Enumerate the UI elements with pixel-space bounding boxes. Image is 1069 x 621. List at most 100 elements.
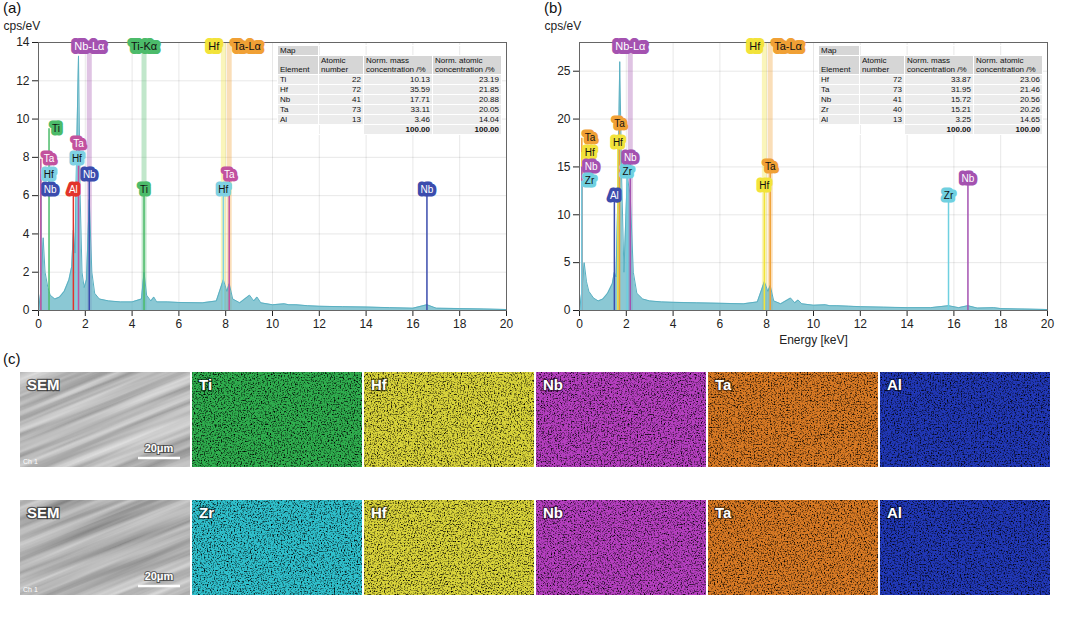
svg-text:Al: Al	[887, 376, 902, 393]
svg-text:6: 6	[717, 317, 724, 331]
svg-text:6: 6	[176, 317, 183, 331]
svg-text:15: 15	[557, 160, 571, 174]
svg-text:0: 0	[576, 317, 583, 331]
svg-text:18: 18	[453, 317, 467, 331]
svg-text:20: 20	[557, 112, 571, 126]
svg-text:20μm: 20μm	[145, 570, 174, 582]
html-text:22: 22	[352, 75, 361, 84]
svg-text:Ch 1: Ch 1	[23, 586, 38, 593]
svg-text:Al: Al	[887, 504, 902, 521]
svg-text:Ta: Ta	[614, 118, 625, 129]
svg-text:12: 12	[854, 317, 868, 331]
svg-text:Ta: Ta	[44, 153, 55, 164]
html-text:Norm. mass concentration /%: Norm. mass concentration /%	[366, 56, 426, 74]
svg-text:Nb: Nb	[83, 169, 96, 180]
svg-text:Nb: Nb	[44, 184, 57, 195]
svg-text:Nb-Lα: Nb-Lα	[615, 40, 646, 52]
svg-text:Nb-Lα: Nb-Lα	[74, 40, 105, 52]
svg-text:10: 10	[557, 208, 571, 222]
svg-text:Hf: Hf	[749, 40, 761, 52]
html-text:(b): (b)	[544, 0, 563, 16]
svg-text:14: 14	[900, 317, 914, 331]
svg-text:25: 25	[557, 64, 571, 78]
svg-text:10: 10	[807, 317, 821, 331]
html-text:Norm. atomic concentration /%: Norm. atomic concentration /%	[435, 56, 495, 74]
svg-text:6: 6	[23, 188, 30, 202]
svg-text:12: 12	[16, 74, 30, 88]
svg-text:cps/eV: cps/eV	[545, 19, 582, 33]
svg-text:Ta-Lα: Ta-Lα	[774, 40, 802, 52]
svg-text:Zr: Zr	[199, 504, 214, 521]
svg-text:Nb: Nb	[543, 504, 563, 521]
svg-text:12: 12	[313, 317, 327, 331]
svg-text:4: 4	[23, 227, 30, 241]
html-text:Norm. mass concentration /%: Norm. mass concentration /%	[907, 56, 967, 74]
svg-text:8: 8	[222, 317, 229, 331]
svg-text:5: 5	[564, 255, 571, 269]
svg-text:Al: Al	[610, 190, 619, 201]
html-text:Atomic number: Atomic number	[321, 56, 349, 74]
svg-text:Ti: Ti	[52, 123, 60, 134]
svg-text:18: 18	[994, 317, 1008, 331]
svg-text:20μm: 20μm	[145, 442, 174, 454]
html-text:Element: Element	[280, 65, 310, 74]
svg-text:16: 16	[406, 317, 420, 331]
svg-text:8: 8	[763, 317, 770, 331]
svg-text:Nb: Nb	[543, 376, 563, 393]
svg-text:Energy [keV]: Energy [keV]	[779, 333, 848, 347]
svg-text:10: 10	[266, 317, 280, 331]
svg-text:cps/eV: cps/eV	[4, 19, 41, 33]
svg-text:0: 0	[564, 303, 571, 317]
svg-text:Zr: Zr	[944, 190, 954, 201]
svg-text:Hf: Hf	[208, 40, 220, 52]
svg-text:10: 10	[16, 112, 30, 126]
svg-text:Ti: Ti	[199, 376, 212, 393]
svg-text:Hf: Hf	[44, 169, 54, 180]
svg-text:Ta: Ta	[765, 161, 776, 172]
svg-text:4: 4	[129, 317, 136, 331]
svg-text:Hf: Hf	[759, 180, 769, 191]
svg-text:Ta: Ta	[715, 504, 732, 521]
svg-text:Ta-Lα: Ta-Lα	[233, 40, 261, 52]
svg-text:Nb: Nb	[421, 184, 434, 195]
html-text:Map: Map	[280, 46, 296, 55]
svg-text:Ta: Ta	[715, 376, 732, 393]
svg-text:Ch 1: Ch 1	[23, 458, 38, 465]
svg-text:Al: Al	[69, 184, 78, 195]
svg-text:SEM: SEM	[27, 376, 60, 393]
html-text:(a): (a)	[3, 0, 22, 16]
svg-text:Ti: Ti	[140, 184, 148, 195]
svg-text:20: 20	[500, 317, 514, 331]
svg-text:Hf: Hf	[585, 147, 595, 158]
svg-text:14: 14	[359, 317, 373, 331]
svg-text:Nb: Nb	[962, 173, 975, 184]
html-text:10.13: 10.13	[410, 75, 430, 84]
svg-text:Hf: Hf	[72, 153, 82, 164]
svg-text:Ta: Ta	[224, 169, 235, 180]
svg-text:Nb: Nb	[624, 152, 637, 163]
html-text:Norm. atomic concentration /%: Norm. atomic concentration /%	[976, 56, 1036, 74]
svg-text:Hf: Hf	[613, 137, 623, 148]
svg-text:2: 2	[623, 317, 630, 331]
svg-text:Ta: Ta	[585, 132, 596, 143]
svg-text:SEM: SEM	[27, 504, 60, 521]
svg-text:0: 0	[35, 317, 42, 331]
svg-text:Nb: Nb	[585, 161, 598, 172]
svg-text:Ta: Ta	[73, 138, 84, 149]
svg-text:2: 2	[23, 265, 30, 279]
svg-text:Zr: Zr	[623, 166, 633, 177]
svg-text:Hf: Hf	[371, 504, 388, 521]
svg-text:(c): (c)	[3, 350, 21, 367]
svg-text:Zr: Zr	[585, 175, 595, 186]
svg-text:Hf: Hf	[371, 376, 388, 393]
svg-text:16: 16	[947, 317, 961, 331]
svg-text:Ti-Kα: Ti-Kα	[131, 40, 158, 52]
svg-text:2: 2	[82, 317, 89, 331]
svg-text:Hf: Hf	[218, 184, 228, 195]
svg-text:4: 4	[670, 317, 677, 331]
svg-text:0: 0	[23, 303, 30, 317]
svg-text:14: 14	[16, 35, 30, 49]
html-text:Atomic number: Atomic number	[862, 56, 890, 74]
svg-text:8: 8	[23, 150, 30, 164]
svg-text:20: 20	[1041, 317, 1055, 331]
